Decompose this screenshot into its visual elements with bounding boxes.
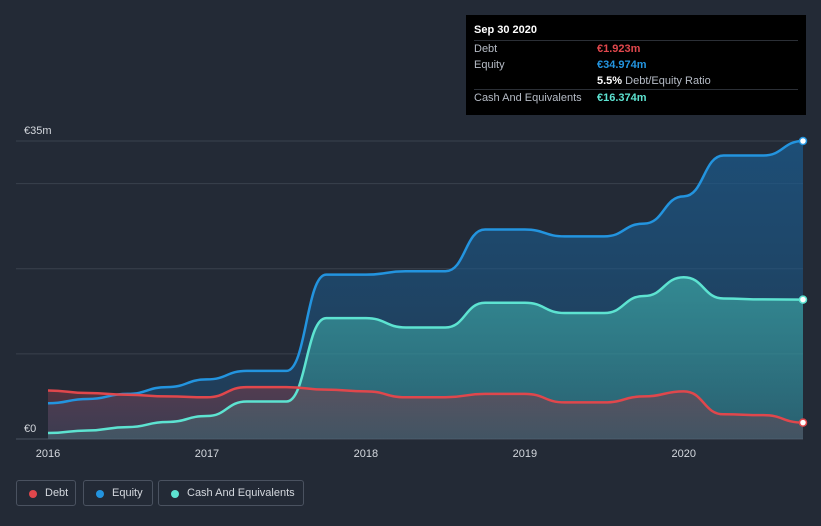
x-tick-label: 2017 xyxy=(195,448,219,460)
area-debt xyxy=(48,387,803,439)
tooltip-cash-value: €16.374m xyxy=(597,92,647,104)
legend-equity[interactable]: Equity xyxy=(83,480,153,506)
line-cash-and-equivalents xyxy=(47,275,804,435)
legend-debt[interactable]: Debt xyxy=(16,480,76,506)
tooltip-ratio: 5.5% Debt/Equity Ratio xyxy=(597,73,711,89)
tooltip-debt-row: Debt €1.923m xyxy=(474,40,798,57)
x-tick-label: 2018 xyxy=(354,448,378,460)
area-cash-and-equivalents xyxy=(48,277,803,439)
tooltip-cash-label: Cash And Equivalents xyxy=(474,92,582,104)
tooltip-debt-value: €1.923m xyxy=(597,43,641,55)
endpoint-debt xyxy=(798,418,808,427)
legend-debt-dot xyxy=(29,490,37,498)
y-tick-label: €35m xyxy=(24,125,52,137)
tooltip-equity-value: €34.974m xyxy=(597,59,647,71)
legend-equity-label: Equity xyxy=(112,487,143,499)
legend-equity-dot xyxy=(96,490,104,498)
line-equity xyxy=(47,139,804,405)
x-tick-label: 2016 xyxy=(36,448,60,460)
tooltip-ratio-value: 5.5% xyxy=(597,75,623,87)
tooltip-debt-label: Debt xyxy=(474,43,498,55)
tooltip-cash-row: Cash And Equivalents €16.374m xyxy=(474,89,798,106)
tooltip-equity-row: Equity €34.974m xyxy=(474,57,798,73)
line-debt xyxy=(47,385,804,424)
tooltip-date: Sep 30 2020 xyxy=(474,24,537,36)
tooltip-panel: Sep 30 2020 Debt €1.923m Equity €34.974m… xyxy=(466,15,806,115)
tooltip-ratio-row: 5.5% Debt/Equity Ratio xyxy=(474,73,798,89)
legend-cash[interactable]: Cash And Equivalents xyxy=(158,480,304,506)
tooltip-ratio-label: Debt/Equity Ratio xyxy=(625,75,711,87)
endpoint-equity xyxy=(798,136,808,146)
legend-cash-label: Cash And Equivalents xyxy=(187,487,295,499)
endpoint-cash-and-equivalents xyxy=(798,295,808,304)
x-tick-label: 2019 xyxy=(513,448,537,460)
legend-cash-dot xyxy=(171,490,179,498)
y-tick-label: €0 xyxy=(24,423,36,435)
legend-debt-label: Debt xyxy=(45,487,69,499)
x-tick-label: 2020 xyxy=(672,448,696,460)
tooltip-equity-label: Equity xyxy=(474,59,505,71)
